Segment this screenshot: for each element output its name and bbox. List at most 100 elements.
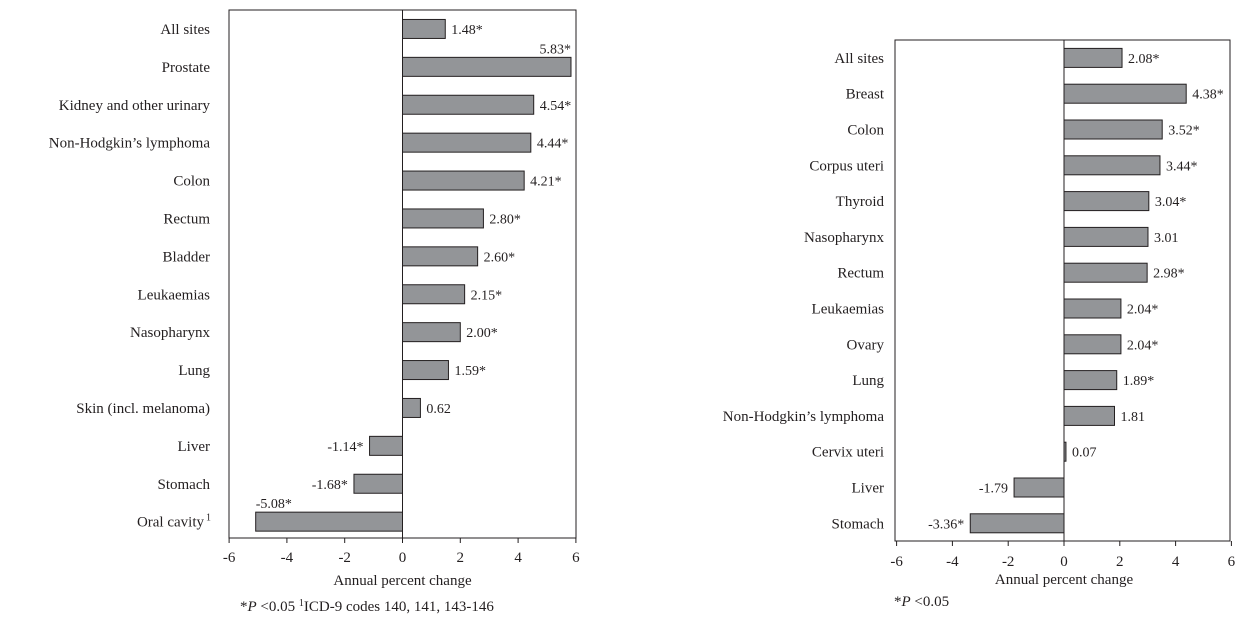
x-tick-label: 2 [1116, 554, 1124, 570]
category-label: Oral cavity [137, 515, 205, 531]
value-label: 2.60* [484, 250, 516, 265]
value-label: 4.44* [537, 137, 569, 152]
category-label: Ovary [847, 337, 885, 353]
category-label: Rectum [837, 266, 884, 282]
footnote-left: *P <0.05 1ICD-9 codes 140, 141, 143-146 [240, 598, 494, 616]
bar [1064, 371, 1117, 390]
bar [1064, 263, 1147, 282]
value-label: 4.54* [540, 99, 572, 114]
x-tick-label: 4 [1172, 554, 1180, 570]
x-tick-label: 2 [457, 550, 465, 566]
category-label: Cervix uteri [812, 445, 884, 461]
category-label: Prostate [162, 60, 211, 76]
x-tick-label: -6 [223, 550, 236, 566]
value-label: 4.38* [1192, 88, 1224, 103]
value-label: 2.80* [489, 212, 521, 227]
value-label: 1.89* [1123, 374, 1155, 389]
category-label: All sites [160, 22, 210, 38]
value-label: 3.01 [1154, 231, 1179, 246]
x-axis-label: Annual percent change [333, 573, 472, 589]
x-tick-label: 4 [514, 550, 522, 566]
category-label: Kidney and other urinary [59, 98, 211, 114]
value-label: 3.44* [1166, 159, 1198, 174]
x-tick-label: 0 [399, 550, 407, 566]
category-label: Lung [852, 373, 884, 389]
value-label: -3.36* [928, 517, 964, 532]
bar [403, 171, 525, 190]
x-tick-label: -2 [338, 550, 351, 566]
bar [403, 133, 531, 152]
value-label: 1.48* [451, 23, 483, 38]
category-label: Colon [173, 174, 210, 190]
bar [1064, 442, 1066, 461]
value-label: 2.04* [1127, 338, 1159, 353]
category-label: Bladder [163, 249, 210, 265]
bar [403, 19, 446, 38]
value-label: 1.59* [454, 364, 486, 379]
x-tick-label: 6 [572, 550, 580, 566]
value-label: 0.07 [1072, 446, 1097, 461]
category-label: Liver [852, 481, 884, 497]
value-label: 2.04* [1127, 303, 1159, 318]
bar [403, 95, 534, 114]
x-tick-label: 6 [1228, 554, 1236, 570]
category-label: Liver [178, 439, 210, 455]
footnote-right: *P <0.05 [894, 594, 949, 611]
category-label: All sites [834, 51, 884, 67]
bar [1064, 156, 1160, 175]
category-label: Skin (incl. melanoma) [76, 401, 210, 417]
category-label: Non-Hodgkin’s lymphoma [49, 136, 211, 152]
category-label: Stomach [832, 516, 885, 532]
bar [1064, 120, 1162, 139]
bar [403, 209, 484, 228]
value-label: 1.81 [1120, 410, 1145, 425]
value-label: 2.08* [1128, 52, 1160, 67]
plot-frame [895, 40, 1230, 541]
bar [1064, 192, 1149, 211]
bar [403, 323, 461, 342]
bar [370, 436, 403, 455]
value-label: -1.68* [312, 478, 348, 493]
category-label: Leukaemias [812, 302, 885, 318]
category-label: Corpus uteri [809, 158, 884, 174]
value-label: 5.83* [539, 42, 571, 57]
bar [1064, 84, 1186, 103]
value-label: -1.79 [979, 482, 1008, 497]
x-tick-label: -2 [1002, 554, 1015, 570]
bar [1064, 406, 1114, 425]
category-label: Stomach [158, 477, 211, 493]
value-label: 2.15* [471, 288, 503, 303]
category-label: Nasopharynx [804, 230, 884, 246]
category-label: Nasopharynx [130, 325, 210, 341]
category-label: Leukaemias [138, 287, 211, 303]
bar [1014, 478, 1064, 497]
value-label: 0.62 [426, 402, 451, 417]
bar [1064, 48, 1122, 67]
chart-panel-1: -6 -4 -2 0 2 4 6 Annual percent change All sites… [49, 10, 580, 589]
category-superscript: 1 [206, 513, 211, 524]
value-label: -1.14* [327, 440, 363, 455]
bar [354, 474, 403, 493]
bar [403, 247, 478, 266]
chart-panel-2: -6 -4 -2 0 2 4 6 Annual percent change All sites… [723, 40, 1236, 588]
bar [403, 285, 465, 304]
x-axis-label: Annual percent change [995, 572, 1134, 588]
category-label: Colon [847, 123, 884, 139]
value-label: 4.21* [530, 175, 562, 190]
category-label: Thyroid [836, 194, 885, 210]
value-label: 2.00* [466, 326, 498, 341]
value-label: 2.98* [1153, 267, 1185, 282]
bar [970, 514, 1064, 533]
value-label: 3.04* [1155, 195, 1187, 210]
bar [403, 398, 421, 417]
bar [1064, 227, 1148, 246]
x-tick-label: 0 [1060, 554, 1068, 570]
category-label: Non-Hodgkin’s lymphoma [723, 409, 885, 425]
bar [1064, 335, 1121, 354]
bar [403, 57, 571, 76]
bar [1064, 299, 1121, 318]
category-label: Breast [846, 87, 885, 103]
x-tick-label: -4 [281, 550, 294, 566]
category-label: Rectum [163, 211, 210, 227]
